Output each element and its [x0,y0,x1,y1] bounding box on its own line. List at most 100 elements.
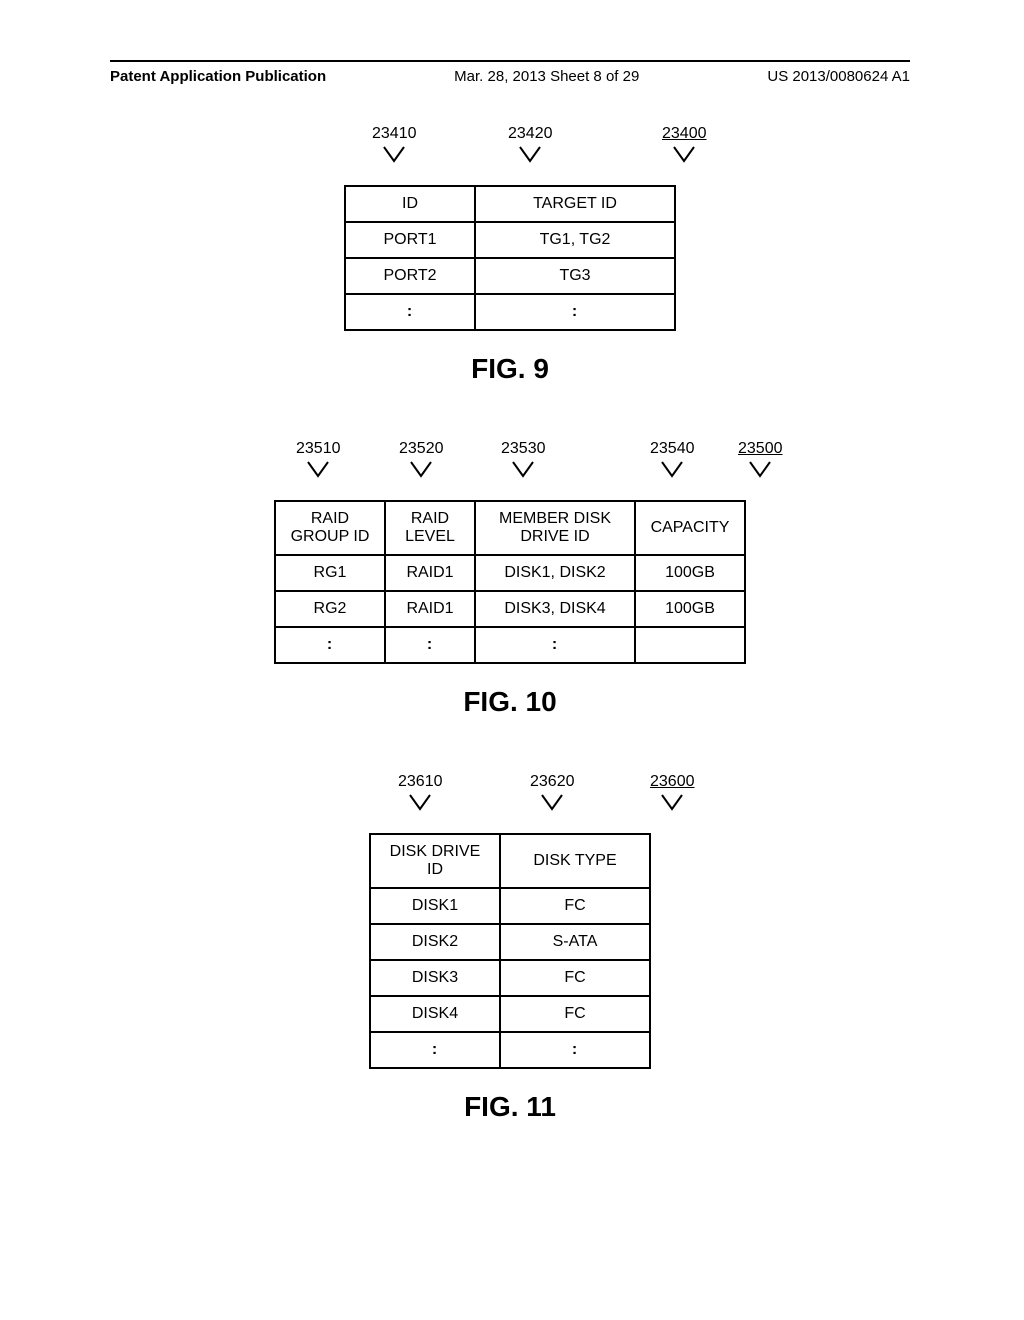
fig10-col4-ref: 23540 [650,440,695,478]
fig9-table-ref: 23400 [662,125,707,163]
cell: DISK1 [370,888,500,924]
cell: DISK1, DISK2 [475,555,635,591]
cell: FC [500,960,650,996]
cell: FC [500,996,650,1032]
ref-num: 23400 [662,125,707,142]
fig9-labels: 23410 23420 23400 [110,125,910,185]
lead-line-icon [530,793,575,811]
table-row: : : : [275,627,745,663]
table-row: RG2 RAID1 DISK3, DISK4 100GB [275,591,745,627]
fig9-col2-ref: 23420 [508,125,553,163]
col-header: TARGET ID [475,186,675,222]
table-row: : : [370,1032,650,1068]
ref-num: 23520 [399,440,444,457]
cell: : [475,627,635,663]
lead-line-icon [399,460,444,478]
table-row: PORT1 TG1, TG2 [345,222,675,258]
cell: : [385,627,475,663]
fig10-table-ref: 23500 [738,440,783,478]
fig11-table-ref: 23600 [650,773,695,811]
cell: DISK3 [370,960,500,996]
table-row: DISK1 FC [370,888,650,924]
col-header: CAPACITY [635,501,745,555]
cell: : [500,1032,650,1068]
ref-num: 23530 [501,440,546,457]
fig11-col1-ref: 23610 [398,773,443,811]
page-header: Patent Application Publication Mar. 28, … [110,68,910,85]
fig10-col2-ref: 23520 [399,440,444,478]
col-header: DISK DRIVE ID [370,834,500,888]
fig11-labels: 23610 23620 23600 [110,773,910,833]
col-header: ID [345,186,475,222]
figure-9: 23410 23420 23400 ID TARGET ID PORT1 TG1… [110,125,910,385]
cell: DISK2 [370,924,500,960]
cell: : [370,1032,500,1068]
table-header-row: RAID GROUP ID RAID LEVEL MEMBER DISK DRI… [275,501,745,555]
table-row: RG1 RAID1 DISK1, DISK2 100GB [275,555,745,591]
cell: : [275,627,385,663]
fig9-table: ID TARGET ID PORT1 TG1, TG2 PORT2 TG3 : … [344,185,676,331]
figure-11: 23610 23620 23600 DISK DRIVE ID DISK TYP… [110,773,910,1123]
cell: RAID1 [385,591,475,627]
figure-10: 23510 23520 23530 23540 23500 RAID [110,440,910,718]
table-header-row: DISK DRIVE ID DISK TYPE [370,834,650,888]
ref-num: 23610 [398,773,443,790]
fig11-table: DISK DRIVE ID DISK TYPE DISK1 FC DISK2 S… [369,833,651,1069]
cell: RG2 [275,591,385,627]
lead-line-icon [650,793,695,811]
col-header: DISK TYPE [500,834,650,888]
ref-num: 23600 [650,773,695,790]
ref-num: 23540 [650,440,695,457]
cell: DISK3, DISK4 [475,591,635,627]
fig10-col3-ref: 23530 [501,440,546,478]
table-row: DISK4 FC [370,996,650,1032]
fig10-caption: FIG. 10 [110,686,910,718]
ref-num: 23410 [372,125,417,142]
lead-line-icon [398,793,443,811]
lead-line-icon [508,145,553,163]
col-header: RAID GROUP ID [275,501,385,555]
page: Patent Application Publication Mar. 28, … [110,60,910,1178]
cell: S-ATA [500,924,650,960]
fig10-table: RAID GROUP ID RAID LEVEL MEMBER DISK DRI… [274,500,746,664]
ref-num: 23500 [738,440,783,457]
cell: DISK4 [370,996,500,1032]
table-row: : : [345,294,675,330]
table-row: DISK3 FC [370,960,650,996]
header-mid: Mar. 28, 2013 Sheet 8 of 29 [454,68,639,85]
ref-num: 23510 [296,440,341,457]
fig10-col1-ref: 23510 [296,440,341,478]
table-header-row: ID TARGET ID [345,186,675,222]
cell: : [475,294,675,330]
col-header: MEMBER DISK DRIVE ID [475,501,635,555]
fig11-caption: FIG. 11 [110,1091,910,1123]
cell: RAID1 [385,555,475,591]
ref-num: 23420 [508,125,553,142]
table-row: DISK2 S-ATA [370,924,650,960]
cell [635,627,745,663]
lead-line-icon [501,460,546,478]
fig10-labels: 23510 23520 23530 23540 23500 [110,440,910,500]
header-left: Patent Application Publication [110,68,326,85]
header-rule [110,60,910,62]
cell: PORT2 [345,258,475,294]
cell: TG1, TG2 [475,222,675,258]
fig9-caption: FIG. 9 [110,353,910,385]
cell: : [345,294,475,330]
cell: RG1 [275,555,385,591]
lead-line-icon [372,145,417,163]
table-row: PORT2 TG3 [345,258,675,294]
lead-line-icon [738,460,783,478]
cell: 100GB [635,555,745,591]
fig11-col2-ref: 23620 [530,773,575,811]
cell: PORT1 [345,222,475,258]
cell: 100GB [635,591,745,627]
lead-line-icon [662,145,707,163]
cell: FC [500,888,650,924]
col-header: RAID LEVEL [385,501,475,555]
fig9-col1-ref: 23410 [372,125,417,163]
cell: TG3 [475,258,675,294]
ref-num: 23620 [530,773,575,790]
lead-line-icon [296,460,341,478]
lead-line-icon [650,460,695,478]
